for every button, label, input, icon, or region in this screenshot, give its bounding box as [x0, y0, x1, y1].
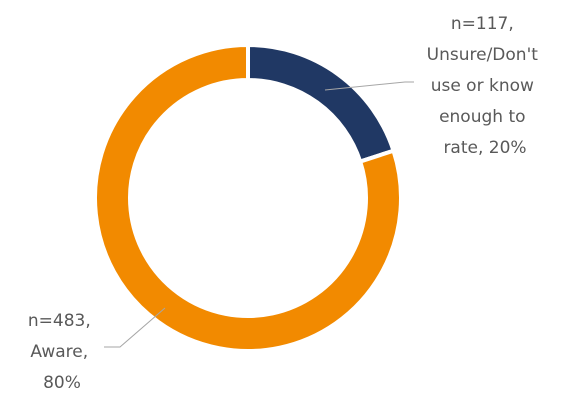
donut-slice-unsure: [246, 42, 397, 165]
data-label-aware-line: 80%: [43, 373, 81, 393]
data-label-unsure: n=117, Unsure/Don't use or know enough t…: [427, 14, 544, 158]
data-label-aware: n=483, Aware, 80%: [28, 311, 96, 393]
data-label-unsure-line: use or know: [431, 76, 534, 96]
data-label-unsure-line: enough to: [439, 107, 525, 127]
data-label-aware-line: Aware,: [30, 342, 88, 362]
data-label-aware-line: n=483,: [28, 311, 91, 331]
leader-line-aware: [104, 307, 166, 348]
data-label-unsure-line: n=117,: [451, 14, 514, 34]
leader-line-unsure: [324, 81, 414, 91]
data-label-unsure-line: Unsure/Don't: [427, 45, 539, 65]
donut-slice-aware: [93, 42, 403, 353]
data-label-unsure-line: rate, 20%: [443, 138, 526, 158]
donut-slices: [93, 42, 403, 353]
